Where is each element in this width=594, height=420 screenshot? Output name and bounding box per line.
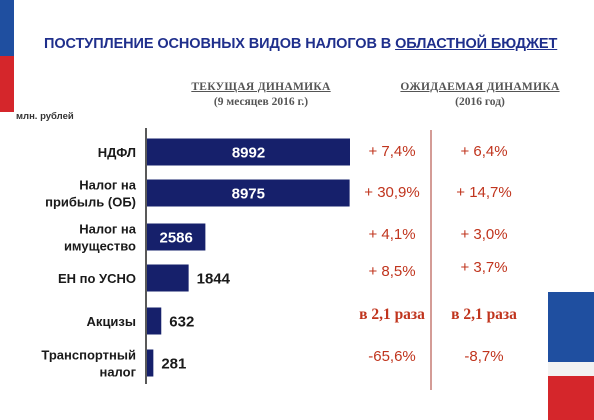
- bar: [147, 223, 206, 251]
- expected-dynamics-header: ОЖИДАЕМАЯ ДИНАМИКА (2016 год): [392, 80, 568, 110]
- bar-value-label: 281: [161, 356, 186, 373]
- expected-dynamics-value: + 3,0%: [460, 226, 508, 243]
- page-title: ПОСТУПЛЕНИЕ ОСНОВНЫХ ВИДОВ НАЛОГОВ В ОБЛ…: [44, 36, 557, 52]
- expected-dynamics-title: ОЖИДАЕМАЯ ДИНАМИКА: [400, 81, 560, 93]
- title-underlined: ОБЛАСТНОЙ БЮДЖЕТ: [395, 36, 558, 52]
- bar: [147, 179, 350, 207]
- current-dynamics-title: ТЕКУЩАЯ ДИНАМИКА: [191, 81, 331, 93]
- current-dynamics-value: + 7,4%: [368, 143, 416, 160]
- category-label: НДФЛ: [98, 145, 136, 160]
- current-dynamics-value: -65,6%: [368, 348, 416, 365]
- bar: [147, 264, 189, 292]
- category-label: имущество: [64, 239, 136, 254]
- current-dynamics-header: ТЕКУЩАЯ ДИНАМИКА (9 месяцев 2016 г.): [176, 80, 346, 110]
- title-main: ПОСТУПЛЕНИЕ ОСНОВНЫХ ВИДОВ НАЛОГОВ В: [44, 36, 396, 52]
- current-dynamics-value: в 2,1 раза: [359, 306, 425, 323]
- expected-dynamics-value: + 6,4%: [460, 143, 508, 160]
- expected-dynamics-value: + 14,7%: [456, 184, 512, 201]
- expected-dynamics-subtitle: (2016 год): [455, 96, 505, 108]
- flag-stripe-left: [0, 0, 14, 112]
- expected-dynamics-value: в 2,1 раза: [451, 306, 517, 323]
- bar: [147, 349, 154, 377]
- flag-stripe-right: [548, 292, 594, 420]
- bar-value-label: 2586: [160, 230, 193, 247]
- current-dynamics-value: + 8,5%: [368, 263, 416, 280]
- unit-label: млн. рублей: [16, 111, 74, 122]
- category-label: Налог на: [79, 222, 137, 237]
- expected-dynamics-value: -8,7%: [464, 348, 504, 365]
- bar-value-label: 8975: [232, 186, 265, 203]
- category-label: Акцизы: [87, 314, 136, 329]
- current-dynamics-subtitle: (9 месяцев 2016 г.): [213, 96, 309, 108]
- bar: [147, 138, 350, 166]
- bars-group: 8992 НДФЛ 8975 Налог на прибыль (ОБ) 2586 Нало…: [41, 138, 350, 380]
- category-label: Налог на: [79, 178, 137, 193]
- bar-value-label: 1844: [197, 271, 231, 288]
- category-label: Транспортный: [41, 348, 136, 363]
- bar: [147, 307, 162, 335]
- expected-dynamics-value: + 3,7%: [460, 259, 508, 276]
- category-label: ЕН по УСНО: [58, 271, 136, 286]
- bar-value-label: 8992: [232, 145, 265, 162]
- current-dynamics-value: + 4,1%: [368, 226, 416, 243]
- category-label: прибыль (ОБ): [45, 195, 136, 210]
- bar-value-label: 632: [169, 314, 194, 331]
- current-dynamics-value: + 30,9%: [364, 184, 420, 201]
- category-label: налог: [99, 365, 136, 380]
